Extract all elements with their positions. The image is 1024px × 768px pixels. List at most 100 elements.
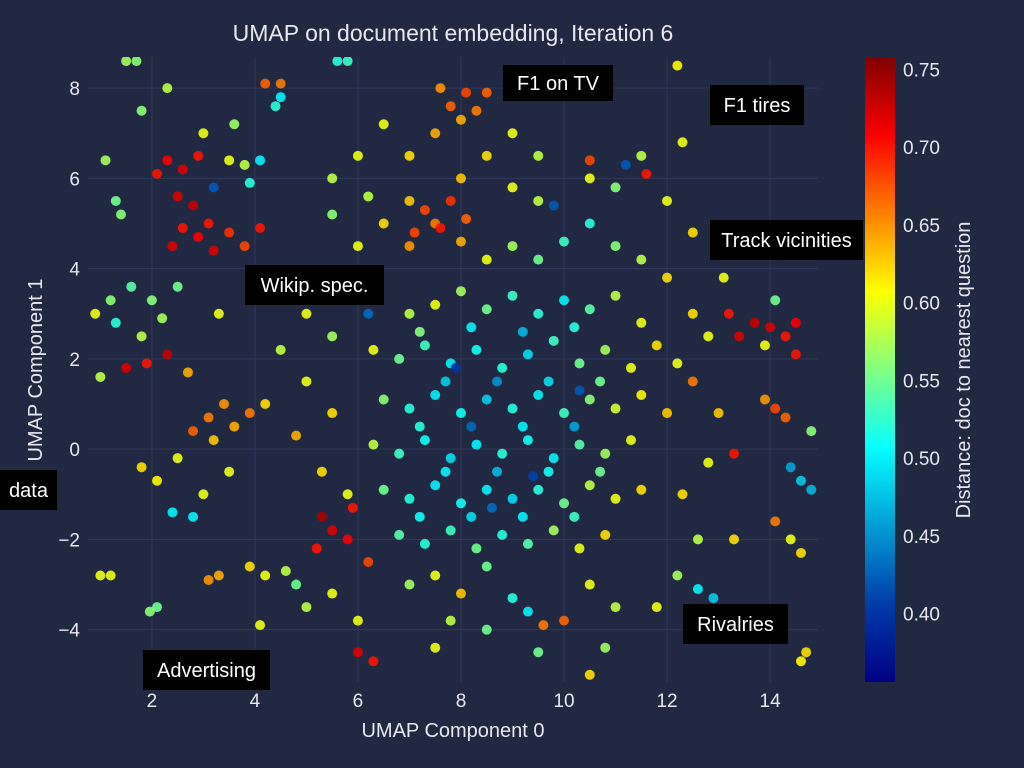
scatter-point: [455, 173, 466, 184]
scatter-point: [533, 254, 544, 265]
scatter-point: [435, 83, 446, 94]
scatter-point: [718, 272, 729, 283]
scatter-point: [584, 304, 595, 315]
scatter-point: [455, 236, 466, 247]
scatter-point: [533, 647, 544, 658]
scatter-point: [404, 195, 415, 206]
scatter-point: [394, 353, 405, 364]
scatter-point: [770, 295, 781, 306]
scatter-point: [378, 394, 389, 405]
scatter-point: [193, 232, 204, 243]
scatter-point: [610, 290, 621, 301]
grid-lines: [88, 57, 818, 682]
scatter-point: [692, 584, 703, 595]
scatter-point: [455, 498, 466, 509]
scatter-point: [352, 150, 363, 161]
scatter-point: [110, 317, 121, 328]
scatter-point: [692, 534, 703, 545]
scatter-point: [497, 529, 508, 540]
scatter-point: [255, 223, 266, 234]
scatter-point: [152, 168, 163, 179]
chart-title: UMAP on document embedding, Iteration 6: [233, 20, 674, 46]
scatter-point: [327, 209, 338, 220]
scatter-point: [342, 57, 353, 67]
scatter-point: [574, 439, 585, 450]
scatter-point: [636, 150, 647, 161]
scatter-point: [801, 647, 812, 658]
scatter-point: [600, 448, 611, 459]
x-axis-ticks: 2 4 6 8 10 12 14: [147, 691, 781, 712]
scatter-point: [270, 101, 281, 112]
scatter-point: [316, 511, 327, 522]
scatter-point: [95, 371, 106, 382]
scatter-point: [445, 453, 456, 464]
scatter-point: [152, 475, 163, 486]
y-tick-label: 6: [69, 169, 80, 190]
scatter-point: [244, 177, 255, 188]
x-tick-label: 6: [353, 691, 364, 712]
scatter-point: [301, 602, 312, 613]
scatter-point: [492, 376, 503, 387]
scatter-point: [368, 439, 379, 450]
scatter-point: [419, 340, 430, 351]
scatter-point: [378, 484, 389, 495]
scatter-point: [522, 538, 533, 549]
colorbar-tick-label: 0.60: [903, 294, 940, 315]
scatter-point: [466, 421, 477, 432]
scatter-point: [662, 272, 673, 283]
scatter-point: [203, 412, 214, 423]
scatter-point: [507, 493, 518, 504]
scatter-point: [363, 308, 374, 319]
scatter-point: [239, 159, 250, 170]
scatter-point: [450, 362, 461, 373]
colorbar-tick-label: 0.55: [903, 371, 940, 392]
scatter-point: [584, 155, 595, 166]
scatter-point: [146, 295, 157, 306]
y-tick-label: −4: [58, 621, 80, 642]
scatter-point: [327, 331, 338, 342]
annotation-advertising: Advertising: [143, 650, 270, 690]
scatter-point: [687, 376, 698, 387]
scatter-point: [414, 511, 425, 522]
scatter-point: [610, 182, 621, 193]
scatter-point: [121, 362, 132, 373]
scatter-point: [136, 462, 147, 473]
x-tick-label: 12: [656, 691, 677, 712]
scatter-point: [352, 647, 363, 658]
scatter-point: [569, 421, 580, 432]
scatter-point: [378, 119, 389, 130]
scatter-point: [301, 376, 312, 387]
scatter-point: [332, 57, 343, 67]
scatter-point: [795, 656, 806, 667]
scatter-point: [517, 511, 528, 522]
scatter-point: [610, 403, 621, 414]
scatter-point: [126, 281, 137, 292]
scatter-point: [342, 534, 353, 545]
scatter-point: [533, 195, 544, 206]
scatter-point: [213, 308, 224, 319]
x-tick-label: 14: [760, 691, 782, 712]
scatter-point: [311, 543, 322, 554]
scatter-point: [291, 579, 302, 590]
colorbar-tick-label: 0.65: [903, 216, 940, 237]
scatter-point: [172, 281, 183, 292]
scatter-point: [188, 511, 199, 522]
x-tick-label: 2: [147, 691, 158, 712]
scatter-point: [559, 615, 570, 626]
colorbar-title: Distance: doc to nearest question: [953, 222, 975, 519]
scatter-point: [569, 322, 580, 333]
scatter-point: [121, 57, 132, 67]
scatter-point: [522, 349, 533, 360]
scatter-point: [239, 241, 250, 252]
scatter-point: [177, 164, 188, 175]
scatter-point: [548, 525, 559, 536]
annotation-label: data: [9, 480, 49, 502]
scatter-point: [672, 570, 683, 581]
scatter-point: [759, 340, 770, 351]
scatter-point: [636, 317, 647, 328]
scatter-point: [172, 453, 183, 464]
y-tick-label: 2: [69, 350, 80, 371]
scatter-point: [584, 579, 595, 590]
annotation-track-vicinities: Track vicinities: [710, 220, 863, 260]
